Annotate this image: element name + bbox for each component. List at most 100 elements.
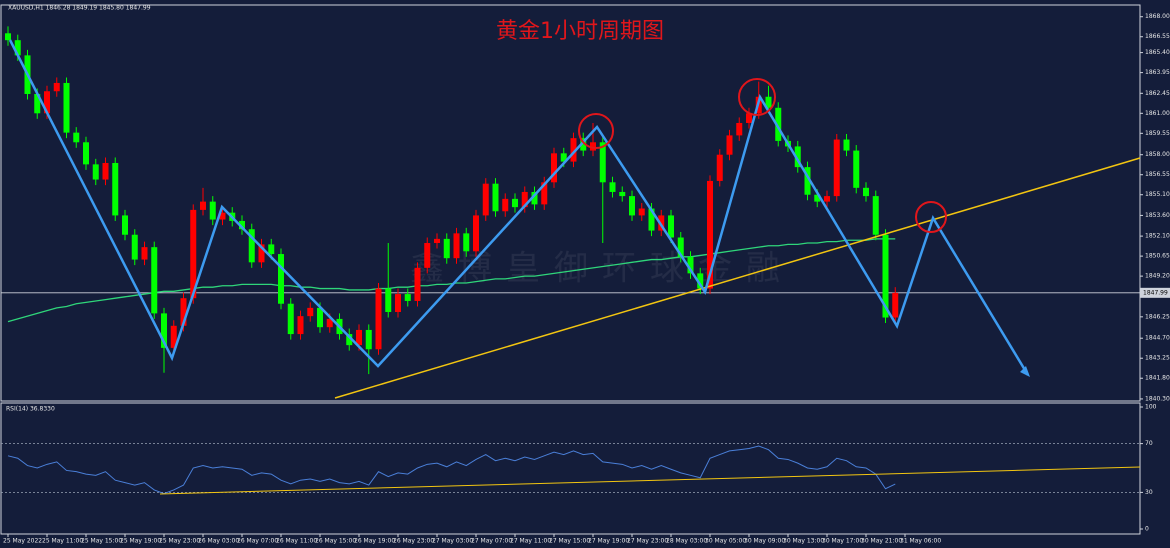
rsi-pane [0, 402, 1141, 535]
candle-body [541, 182, 548, 205]
x-tick-label: 27 May 15:00 [549, 538, 590, 545]
y-tick-label: 1846.25 [1145, 313, 1170, 320]
x-tick-label: 26 May 07:00 [237, 538, 278, 545]
y-tick-label: 1850.65 [1145, 253, 1170, 260]
candle-body [599, 142, 606, 183]
candle-body [892, 292, 899, 318]
y-tick-label: 1859.55 [1145, 130, 1170, 137]
rsi-tick-label: 0 [1145, 526, 1149, 533]
candle-body [443, 238, 450, 259]
candle-body [609, 182, 616, 192]
x-tick-label: 26 May 23:00 [393, 538, 434, 545]
x-tick-label: 25 May 23:00 [159, 538, 200, 545]
candle-body [453, 233, 460, 259]
y-tick-label: 1866.55 [1145, 33, 1170, 40]
candle-body [209, 201, 216, 220]
candle-body [814, 194, 821, 202]
x-tick-label: 31 May 06:00 [900, 538, 941, 545]
x-tick-label: 27 May 19:00 [588, 538, 629, 545]
x-tick-label: 28 May 03:00 [666, 538, 707, 545]
trend-line [334, 157, 1141, 399]
candle-body [707, 180, 713, 289]
analysis-drawings [8, 39, 1141, 495]
x-tick-label: 30 May 21:00 [861, 538, 902, 545]
rsi-tick-label: 100 [1145, 404, 1157, 411]
candle-body [716, 154, 723, 181]
y-tick-label: 1863.95 [1145, 69, 1170, 76]
candle-body [492, 183, 499, 212]
y-tick-label: 1856.55 [1145, 171, 1170, 178]
candle-body [736, 122, 743, 136]
y-tick-label: 1855.10 [1145, 191, 1170, 198]
candle-body [102, 162, 109, 180]
x-tick-label: 25 May 19:00 [120, 538, 161, 545]
x-tick-label: 25 May 15:00 [81, 538, 122, 545]
y-tick-label: 1861.00 [1145, 110, 1170, 117]
candle-body [356, 329, 362, 346]
x-tick-label: 27 May 11:00 [510, 538, 551, 545]
candle-body [287, 303, 294, 335]
candle-body [180, 298, 187, 326]
candle-body [151, 247, 158, 314]
candle-body [44, 91, 50, 114]
candle-body [726, 135, 733, 155]
candle-body [404, 294, 411, 301]
y-tick-label: 1843.25 [1145, 355, 1170, 362]
price-pane [0, 4, 1141, 402]
candle-body [239, 220, 245, 230]
candle-body [73, 132, 80, 143]
candle-body [414, 267, 421, 301]
candle-body [502, 198, 509, 212]
candle-body [385, 288, 392, 313]
candle-body [258, 244, 265, 263]
symbol-header: XAUUSD,H1 1846.28 1849.19 1845.80 1847.9… [8, 5, 151, 12]
candle-body [882, 234, 889, 318]
candle-body [833, 139, 840, 197]
candle-body [560, 153, 567, 162]
rsi-tick-label: 30 [1145, 489, 1153, 496]
x-tick-label: 26 May 19:00 [354, 538, 395, 545]
y-tick-label: 1849.20 [1145, 273, 1170, 280]
candle-body [804, 167, 811, 195]
candle-body [248, 229, 255, 263]
candle-body [843, 139, 850, 151]
candle-body [570, 138, 577, 162]
candle-body [365, 329, 372, 350]
y-tick-label: 1868.00 [1145, 13, 1170, 20]
candle-body [307, 307, 314, 317]
candle-body [219, 212, 226, 220]
candle-body [746, 113, 752, 123]
candle-body [5, 33, 11, 41]
candle-body [853, 150, 860, 188]
x-tick-label: 26 May 03:00 [198, 538, 239, 545]
candle-body [687, 256, 694, 274]
candle-body [677, 237, 684, 257]
candle-body [551, 153, 557, 183]
y-tick-label: 1844.70 [1145, 335, 1170, 342]
candle-body [395, 294, 401, 313]
candle-body [317, 307, 323, 328]
y-tick-label: 1858.00 [1145, 151, 1170, 158]
candle-body [190, 209, 197, 299]
candle-body [824, 196, 830, 202]
candle-body [53, 82, 60, 92]
candle-body [141, 247, 148, 260]
candle-body [463, 233, 470, 252]
candle-body [34, 93, 41, 114]
candle-body [122, 215, 128, 235]
candle-body [521, 191, 528, 208]
candle-body [268, 244, 275, 255]
x-tick-label: 27 May 23:00 [627, 538, 668, 545]
candle-body [619, 191, 626, 197]
x-tick-label: 30 May 05:00 [705, 538, 746, 545]
candle-body [278, 254, 284, 304]
y-tick-label: 1865.40 [1145, 49, 1170, 56]
candle-body [92, 164, 99, 180]
x-tick-label: 25 May 11:00 [42, 538, 83, 545]
x-tick-label: 26 May 15:00 [315, 538, 356, 545]
y-tick-label: 1853.60 [1145, 212, 1170, 219]
highlight-circle [738, 78, 776, 116]
candle-body [668, 215, 674, 238]
candle-body [863, 187, 869, 197]
